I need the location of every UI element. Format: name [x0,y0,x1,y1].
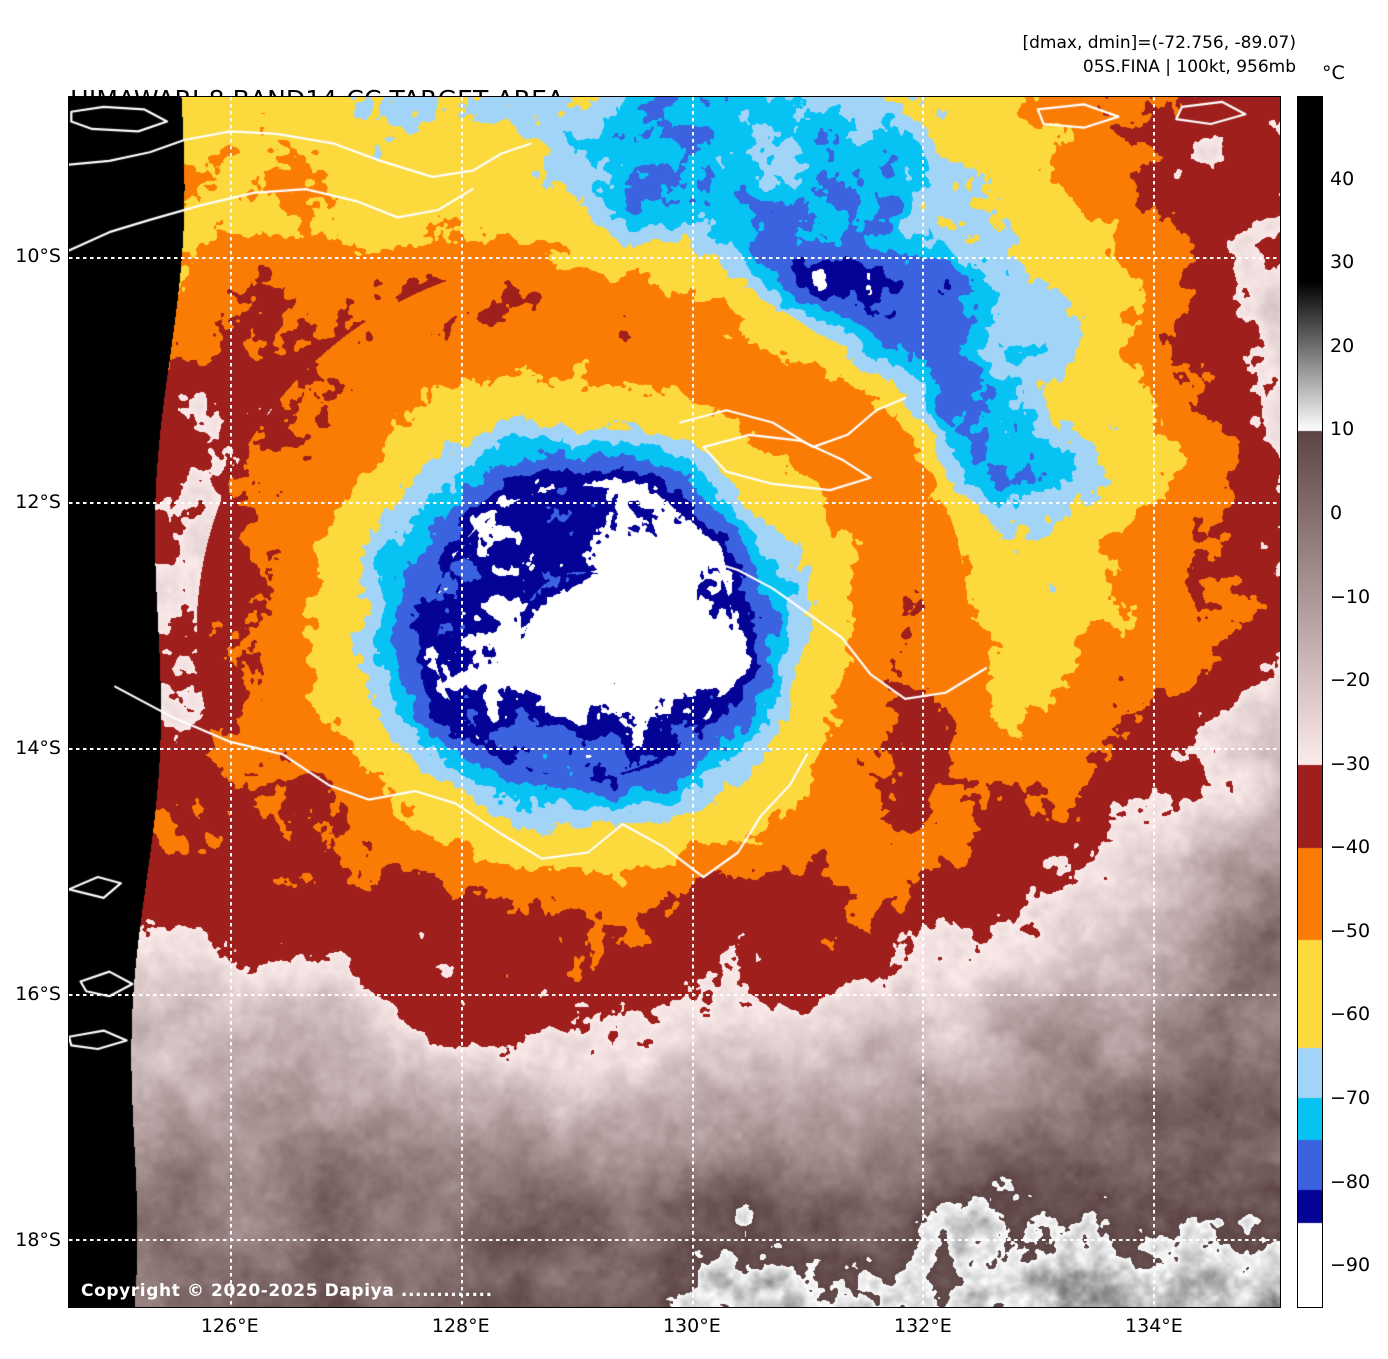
satellite-map-panel[interactable]: Copyright © 2020-2025 Dapiya ...........… [68,96,1281,1308]
colorbar-tick-label: −20 [1330,669,1371,692]
colorbar-tick-label: 40 [1330,167,1355,190]
colorbar-gradient [1298,97,1322,1307]
colorbar-tick-label: −40 [1330,836,1371,859]
colorbar-tick-label: −70 [1330,1087,1371,1110]
colorbar-unit-label: °C [1322,62,1345,84]
colorbar-tick-label: 30 [1330,251,1355,274]
latitude-tick-label: 14°S [15,737,61,760]
infrared-brightness-temperature-map [69,97,1280,1307]
colorbar-tick-label: −60 [1330,1003,1371,1026]
colorbar-tick-label: 10 [1330,418,1355,441]
longitude-tick-label: 130°E [662,1315,721,1337]
header-metadata-block: [dmax, dmin]=(-72.756, -89.07) 05S.FINA … [1023,31,1297,79]
colorbar-tick-label: −10 [1330,585,1371,608]
longitude-tick-label: 126°E [200,1315,259,1337]
colorbar-tick-label: −30 [1330,752,1371,775]
colorbar-tick-label: −90 [1330,1254,1371,1277]
storm-info-label: 05S.FINA | 100kt, 956mb [1082,57,1296,77]
temperature-colorbar[interactable] [1297,96,1323,1308]
dminmax-label: [dmax, dmin]=(-72.756, -89.07) [1022,33,1297,53]
copyright-label: Copyright © 2020-2025 Dapiya ...........… [81,1281,493,1301]
colorbar-tick-label: 0 [1330,501,1343,524]
colorbar-tick-label: −80 [1330,1170,1371,1193]
colorbar-tick-label: −50 [1330,919,1371,942]
longitude-tick-label: 132°E [893,1315,952,1337]
colorbar-tick-label: 20 [1330,334,1355,357]
latitude-tick-label: 12°S [15,491,61,514]
longitude-tick-label: 134°E [1125,1315,1183,1337]
longitude-tick-label: 128°E [431,1315,490,1337]
latitude-tick-label: 16°S [15,983,61,1006]
latitude-tick-label: 10°S [15,244,61,267]
latitude-tick-label: 18°S [15,1229,61,1252]
